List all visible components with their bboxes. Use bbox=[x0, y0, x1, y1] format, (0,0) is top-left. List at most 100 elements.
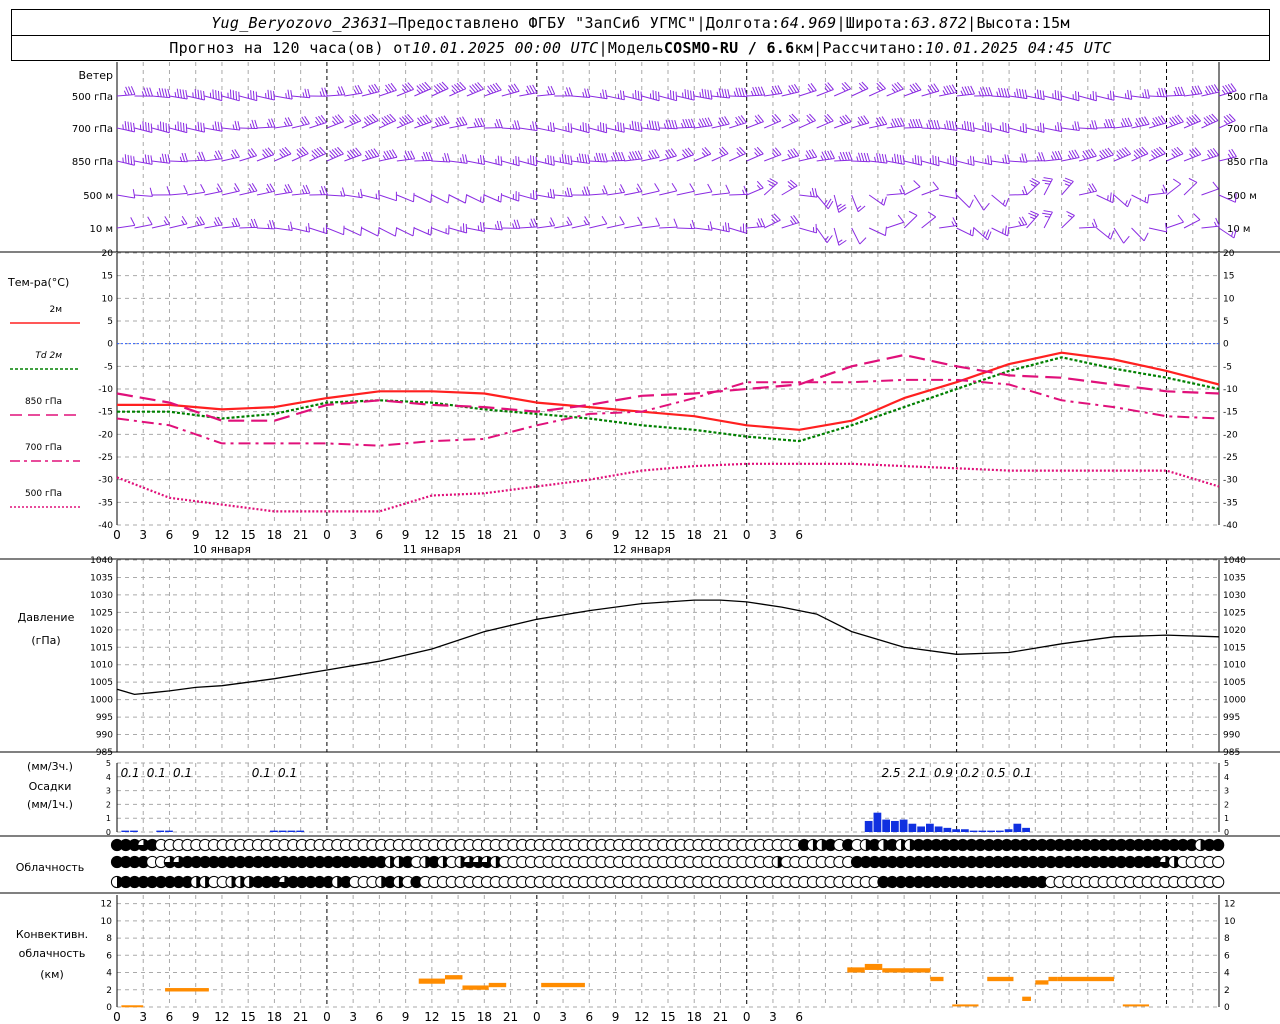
cloud-cover-symbol bbox=[1132, 855, 1146, 869]
wind-barb-feather bbox=[687, 147, 695, 156]
wind-barb-feather bbox=[196, 155, 200, 161]
wind-barb-feather bbox=[826, 235, 833, 243]
cloud-fill-full bbox=[129, 856, 141, 868]
wind-barb-feather bbox=[1134, 122, 1139, 127]
wind-barb-feather bbox=[743, 185, 748, 195]
wind-barb-feather bbox=[252, 90, 255, 100]
separator: | bbox=[967, 13, 977, 32]
wind-barb-feather bbox=[456, 117, 462, 126]
wind-barb-feather bbox=[177, 121, 180, 131]
cloud-cover-symbol bbox=[260, 875, 273, 889]
wind-barb-feather bbox=[262, 153, 267, 159]
wind-barb-feather bbox=[917, 155, 920, 165]
cloud-cover-symbol bbox=[1018, 855, 1031, 869]
wind-barb-feather bbox=[355, 147, 362, 156]
wind-barb-feather bbox=[201, 151, 206, 161]
wind-barb-feather bbox=[914, 154, 917, 164]
wind-barb-feather bbox=[930, 119, 935, 129]
wind-barb-feather bbox=[332, 120, 337, 125]
cloud-fill-full bbox=[1089, 839, 1101, 851]
wind-barb-feather bbox=[462, 116, 468, 125]
wind-barb-feather bbox=[1162, 184, 1168, 194]
precip-tick-right: 5 bbox=[1224, 759, 1229, 768]
wind-barb-feather bbox=[320, 114, 327, 123]
wind-barb-feather bbox=[267, 89, 270, 99]
wind-barb-feather bbox=[384, 88, 389, 94]
wind-barb-shaft bbox=[659, 190, 677, 196]
wind-barb-feather bbox=[790, 148, 797, 157]
wind-barb-feather bbox=[486, 89, 491, 95]
wind-level-label-right: 850 гПа bbox=[1227, 157, 1268, 168]
wind-barb-feather bbox=[482, 222, 485, 232]
wind-barb-feather bbox=[234, 149, 240, 158]
cloud-cover-symbol bbox=[181, 875, 194, 889]
wind-barb-feather bbox=[1144, 88, 1148, 98]
wind-barb-feather bbox=[389, 113, 397, 121]
wind-barb-feather bbox=[529, 222, 532, 228]
cloud-cover-symbol bbox=[1132, 838, 1146, 852]
cloud-cover-symbol bbox=[1168, 838, 1181, 852]
x-tick-label-bottom: 6 bbox=[166, 1010, 174, 1024]
cloud-fill-full bbox=[886, 839, 898, 851]
cloud-cover-symbol bbox=[463, 855, 476, 869]
wind-barb-feather bbox=[578, 153, 582, 163]
y-tick-label-right: 1020 bbox=[1223, 626, 1246, 636]
wind-barb-shaft bbox=[589, 193, 608, 196]
conv-cloud-bar bbox=[930, 976, 944, 982]
cloud-fill-full bbox=[1080, 856, 1092, 868]
precip-tick-right: 4 bbox=[1224, 773, 1229, 782]
y-tick-label-left: 15 bbox=[102, 272, 113, 282]
cloud-fill-threequarter bbox=[164, 856, 176, 868]
wind-barb-shaft bbox=[799, 90, 817, 97]
wind-barb-feather bbox=[195, 220, 200, 226]
cloud-fill-full bbox=[146, 839, 158, 851]
y-tick-label-left: 5 bbox=[107, 317, 113, 327]
precip-title: Осадки bbox=[29, 780, 72, 793]
y-tick-label-right: 1010 bbox=[1223, 661, 1246, 671]
wind-barb-shaft bbox=[204, 158, 223, 162]
cloud-cover-symbol bbox=[938, 855, 952, 869]
cloud-fill-full bbox=[1062, 856, 1075, 868]
wind-barb-feather bbox=[961, 86, 967, 96]
precip-sum-label: 0.1 bbox=[252, 766, 271, 780]
wind-barb-shaft bbox=[886, 192, 905, 196]
cloud-fill-full bbox=[243, 856, 255, 868]
wind-barb-shaft bbox=[939, 224, 958, 229]
wind-barb-shaft bbox=[396, 227, 414, 237]
wind-barb-feather bbox=[149, 87, 153, 97]
wind-barb-feather bbox=[737, 115, 745, 124]
wind-barb-feather bbox=[858, 86, 864, 92]
wind-barb-feather bbox=[1189, 153, 1194, 158]
wind-barb-feather bbox=[271, 118, 276, 128]
wind-barb-feather bbox=[701, 148, 709, 156]
wind-barb-feather bbox=[691, 219, 696, 229]
wind-barb-feather bbox=[1119, 149, 1126, 157]
wind-barb-feather bbox=[334, 115, 342, 123]
wind-barb-feather bbox=[477, 117, 483, 127]
wind-barb-feather bbox=[600, 122, 602, 132]
wind-barb-feather bbox=[837, 204, 846, 211]
wind-barb-feather bbox=[1226, 114, 1234, 123]
cloud-cover-symbol bbox=[146, 838, 159, 852]
wind-barb-feather bbox=[788, 114, 796, 123]
wind-barb-feather bbox=[1019, 217, 1025, 226]
cloud-fill-full bbox=[1142, 839, 1154, 851]
wind-barb-shaft bbox=[536, 225, 555, 229]
wind-barb-feather bbox=[1093, 218, 1098, 228]
legend-label: 2м bbox=[49, 305, 62, 315]
wind-barb-feather bbox=[373, 148, 380, 157]
wind-barb-feather bbox=[836, 203, 842, 208]
wind-barb-feather bbox=[1044, 215, 1050, 218]
cloud-cover-symbol bbox=[1035, 855, 1049, 869]
legend-label: Td 2м bbox=[35, 351, 62, 361]
wind-barb-feather bbox=[234, 183, 240, 192]
wind-barb-feather bbox=[534, 121, 538, 131]
wind-barb-feather bbox=[582, 92, 585, 98]
y-tick-label-right: 985 bbox=[1223, 748, 1240, 758]
cloud-fill-full bbox=[1150, 839, 1163, 851]
wind-barb-feather bbox=[203, 123, 205, 133]
wind-barb-feather bbox=[968, 199, 974, 208]
x-tick-label: 6 bbox=[376, 528, 384, 542]
wind-barb-feather bbox=[430, 193, 433, 203]
cloud-fill-full bbox=[402, 856, 414, 868]
